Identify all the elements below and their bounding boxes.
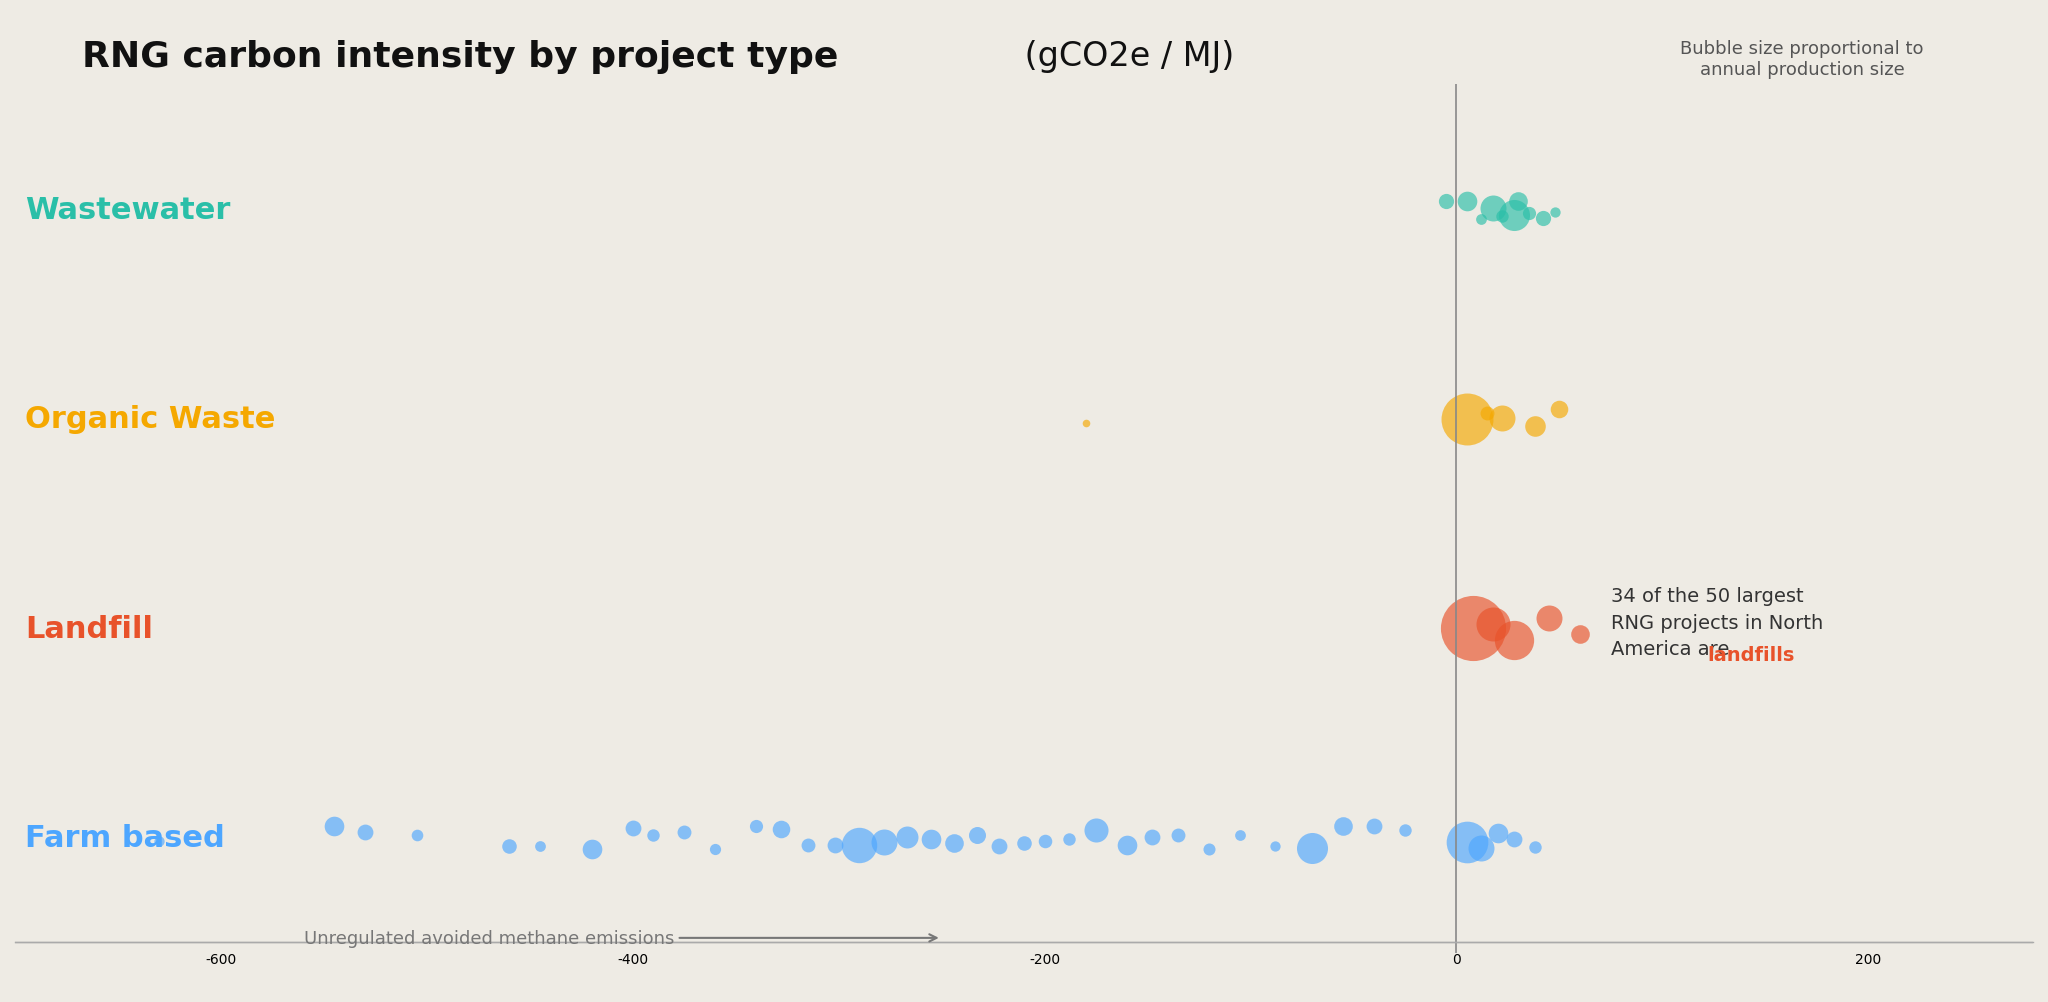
Text: Landfill: Landfill: [25, 614, 154, 643]
Point: [1470, 406, 1503, 422]
Point: [739, 818, 772, 834]
Point: [1518, 418, 1550, 434]
Point: [1563, 626, 1595, 642]
Text: Wastewater: Wastewater: [25, 196, 231, 225]
Point: [983, 839, 1016, 855]
Point: [1079, 823, 1112, 839]
Point: [1430, 193, 1462, 209]
Point: [1450, 411, 1483, 427]
Text: landfills: landfills: [1708, 645, 1794, 664]
Point: [1161, 828, 1194, 844]
Point: [399, 827, 432, 843]
Point: [1260, 838, 1292, 854]
Point: [868, 835, 901, 851]
Point: [317, 819, 350, 835]
Point: [1225, 827, 1257, 843]
Text: Unregulated avoided methane emissions: Unregulated avoided methane emissions: [303, 929, 936, 947]
Point: [915, 832, 948, 848]
Point: [1526, 211, 1559, 227]
Point: [575, 841, 608, 857]
Point: [1456, 620, 1489, 636]
Text: (gCO2e / MJ): (gCO2e / MJ): [1014, 40, 1235, 73]
Point: [524, 839, 557, 855]
Text: Bubble size proportional to
annual production size: Bubble size proportional to annual produ…: [1681, 40, 1923, 79]
Point: [1542, 402, 1575, 418]
Point: [1497, 831, 1530, 847]
Point: [1477, 200, 1509, 216]
Text: Organic Waste: Organic Waste: [25, 405, 276, 434]
Point: [1008, 835, 1040, 851]
Point: [1296, 841, 1329, 857]
Point: [844, 838, 877, 854]
Point: [1538, 204, 1571, 220]
Point: [668, 825, 700, 841]
Point: [938, 835, 971, 851]
Point: [1518, 839, 1550, 855]
Point: [1028, 833, 1061, 849]
Point: [1069, 416, 1102, 432]
Point: [1497, 632, 1530, 648]
Point: [1389, 822, 1421, 838]
Point: [1327, 819, 1360, 835]
Point: [1497, 207, 1530, 223]
Point: [494, 839, 526, 855]
Point: [348, 824, 381, 840]
Point: [143, 833, 176, 849]
Point: [1477, 616, 1509, 632]
Point: [1110, 837, 1143, 853]
Point: [698, 842, 731, 858]
Point: [891, 829, 924, 845]
Point: [1501, 193, 1534, 209]
Point: [791, 837, 823, 853]
Point: [1358, 818, 1391, 834]
Point: [616, 821, 649, 837]
Point: [1485, 208, 1518, 224]
Point: [961, 827, 993, 843]
Point: [637, 827, 670, 843]
Point: [764, 822, 797, 838]
Point: [1192, 841, 1225, 857]
Point: [1450, 835, 1483, 851]
Point: [1511, 206, 1544, 222]
Point: [1481, 825, 1513, 841]
Text: Farm based: Farm based: [25, 823, 225, 852]
Point: [1485, 411, 1518, 427]
Text: 34 of the 50 largest
RNG projects in North
America are: 34 of the 50 largest RNG projects in Nor…: [1612, 587, 1823, 658]
Point: [1053, 831, 1085, 847]
Point: [817, 838, 850, 854]
Point: [1450, 194, 1483, 210]
Point: [1532, 610, 1565, 626]
Point: [1464, 840, 1497, 856]
Point: [1135, 830, 1167, 846]
Point: [1464, 212, 1497, 228]
Text: RNG carbon intensity by project type: RNG carbon intensity by project type: [82, 40, 838, 74]
